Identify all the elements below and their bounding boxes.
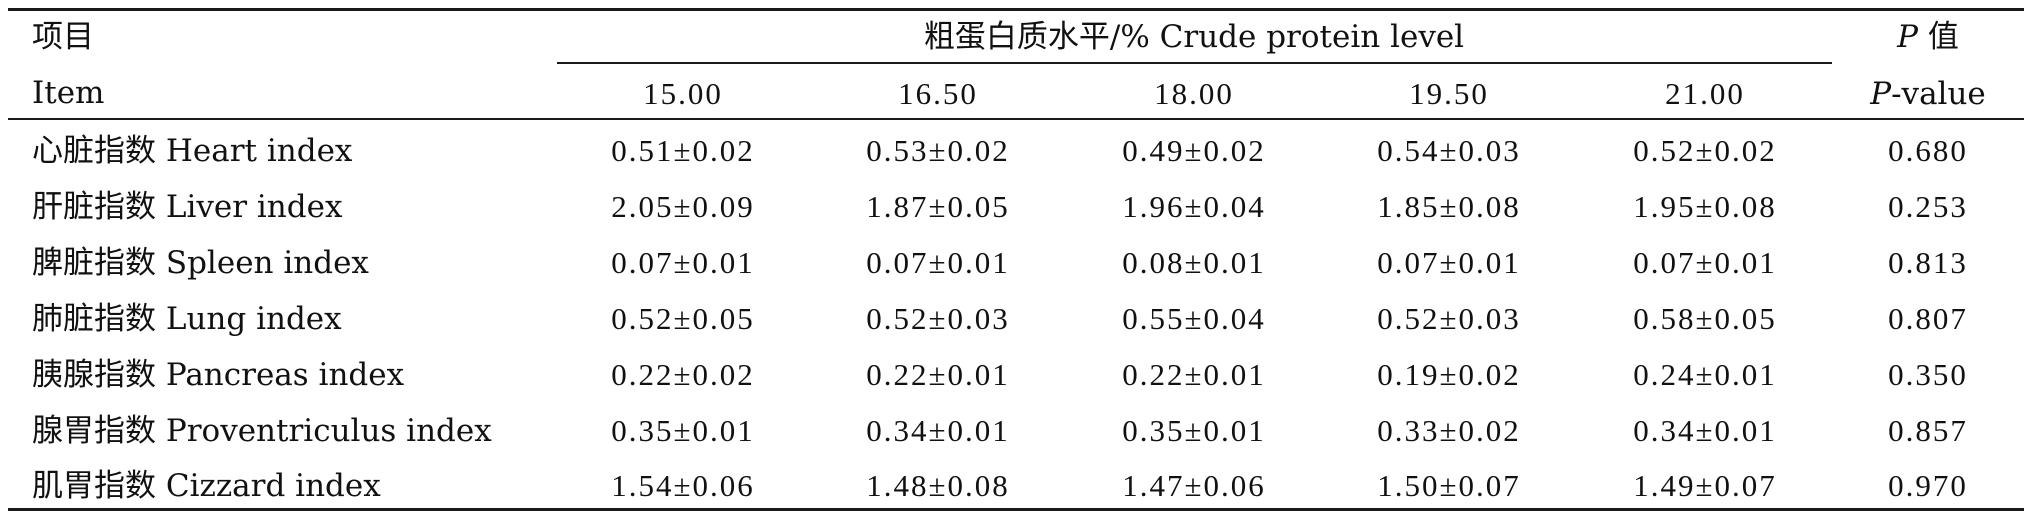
header-p-cn: P 值: [1897, 17, 1959, 57]
p-value-cell: 0.857: [1888, 413, 1968, 448]
value-cell: 1.85±0.08: [1377, 189, 1521, 224]
value-cell: 0.07±0.01: [1377, 245, 1521, 280]
header-level-3: 18.00: [1154, 76, 1234, 111]
header-item-en: Item: [32, 75, 105, 111]
value-cell: 1.47±0.06: [1122, 468, 1266, 503]
value-cell: 1.87±0.05: [866, 189, 1010, 224]
header-p-cn-letter: P: [1897, 19, 1918, 55]
header-level-1: 15.00: [643, 76, 723, 111]
value-cell: 1.95±0.08: [1633, 189, 1777, 224]
header-group-title: 粗蛋白质水平/% Crude protein level: [923, 19, 1465, 55]
header-level-5: 21.00: [1665, 76, 1745, 111]
header-p-en: P-value: [1870, 74, 1986, 114]
value-cell: 0.22±0.01: [1122, 357, 1266, 392]
value-cell: 0.58±0.05: [1633, 301, 1777, 336]
p-value-cell: 0.807: [1888, 301, 1968, 336]
p-value-cell: 0.680: [1888, 133, 1968, 168]
value-cell: 0.07±0.01: [1633, 245, 1777, 280]
value-cell: 0.22±0.02: [611, 357, 755, 392]
value-cell: 0.07±0.01: [611, 245, 755, 280]
value-cell: 0.49±0.02: [1122, 133, 1266, 168]
column-group-rule: [557, 62, 1832, 64]
row-label: 肝脏指数 Liver index: [32, 189, 343, 225]
header-p-en-suffix: -value: [1891, 76, 1986, 112]
value-cell: 0.53±0.02: [866, 133, 1010, 168]
row-label: 心脏指数 Heart index: [32, 133, 353, 169]
value-cell: 0.55±0.04: [1122, 301, 1266, 336]
row-label: 腺胃指数 Proventriculus index: [32, 413, 492, 449]
value-cell: 0.35±0.01: [611, 413, 755, 448]
value-cell: 0.34±0.01: [866, 413, 1010, 448]
header-bottom-rule: [8, 118, 2024, 120]
header-item-cn: 项目: [32, 19, 94, 55]
value-cell: 0.19±0.02: [1377, 357, 1521, 392]
p-value-cell: 0.813: [1888, 245, 1968, 280]
value-cell: 0.52±0.05: [611, 301, 755, 336]
row-label: 肺脏指数 Lung index: [32, 301, 342, 337]
value-cell: 0.52±0.03: [1377, 301, 1521, 336]
value-cell: 0.33±0.02: [1377, 413, 1521, 448]
value-cell: 1.54±0.06: [611, 468, 755, 503]
value-cell: 0.22±0.01: [866, 357, 1010, 392]
value-cell: 1.48±0.08: [866, 468, 1010, 503]
value-cell: 2.05±0.09: [611, 189, 755, 224]
value-cell: 0.07±0.01: [866, 245, 1010, 280]
header-p-cn-suffix: 值: [1918, 19, 1959, 55]
value-cell: 0.34±0.01: [1633, 413, 1777, 448]
value-cell: 0.24±0.01: [1633, 357, 1777, 392]
value-cell: 0.52±0.03: [866, 301, 1010, 336]
p-value-cell: 0.350: [1888, 357, 1968, 392]
p-value-cell: 0.253: [1888, 189, 1968, 224]
header-level-4: 19.50: [1409, 76, 1489, 111]
value-cell: 1.49±0.07: [1633, 468, 1777, 503]
value-cell: 1.96±0.04: [1122, 189, 1266, 224]
row-label: 脾脏指数 Spleen index: [32, 245, 369, 281]
p-value-cell: 0.970: [1888, 468, 1968, 503]
value-cell: 0.51±0.02: [611, 133, 755, 168]
value-cell: 0.54±0.03: [1377, 133, 1521, 168]
header-level-2: 16.50: [898, 76, 978, 111]
value-cell: 1.50±0.07: [1377, 468, 1521, 503]
row-label: 肌胃指数 Cizzard index: [32, 468, 381, 504]
value-cell: 0.08±0.01: [1122, 245, 1266, 280]
table-bottom-rule: [8, 508, 2024, 511]
table-top-rule: [8, 8, 2024, 11]
row-label: 胰腺指数 Pancreas index: [32, 357, 405, 393]
value-cell: 0.35±0.01: [1122, 413, 1266, 448]
value-cell: 0.52±0.02: [1633, 133, 1777, 168]
header-p-en-letter: P: [1870, 76, 1892, 112]
